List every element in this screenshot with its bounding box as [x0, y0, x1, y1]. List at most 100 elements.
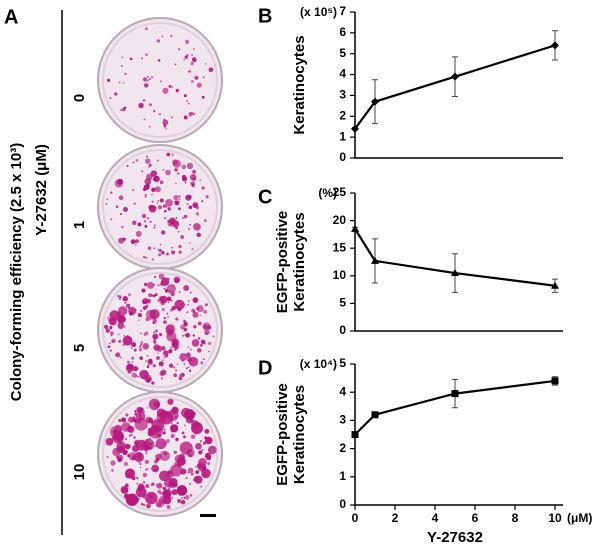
- marker: [551, 41, 559, 50]
- y-tick-label: 5: [339, 46, 346, 60]
- colony: [115, 352, 121, 358]
- colony: [114, 424, 122, 433]
- colony: [187, 357, 192, 362]
- colony: [155, 356, 160, 361]
- colony: [157, 59, 161, 62]
- colony: [105, 437, 114, 446]
- colony: [168, 84, 172, 88]
- colony: [146, 354, 149, 357]
- colony: [170, 346, 173, 349]
- colony: [153, 247, 156, 249]
- colony: [207, 445, 217, 455]
- colony: [188, 205, 193, 210]
- colony: [145, 452, 148, 455]
- colony: [199, 314, 202, 317]
- y-tick-label: 3: [339, 88, 346, 102]
- colony: [195, 466, 197, 468]
- colony: [140, 343, 143, 346]
- colony: [159, 80, 162, 83]
- colony: [160, 377, 163, 380]
- colony: [137, 410, 139, 412]
- colony: [177, 172, 180, 175]
- colony: [144, 449, 148, 453]
- colony: [155, 438, 167, 450]
- colony: [184, 55, 188, 59]
- colony: [184, 181, 187, 184]
- y-axis-label: EGFP-positive: [274, 383, 291, 486]
- colony: [152, 321, 155, 325]
- colony: [135, 239, 139, 244]
- colony: [123, 335, 126, 337]
- colony: [205, 195, 209, 199]
- colony: [159, 198, 164, 203]
- colony: [148, 78, 151, 81]
- colony: [158, 273, 165, 280]
- colony: [145, 158, 151, 164]
- colony: [124, 301, 127, 304]
- colony: [168, 363, 174, 368]
- colony: [156, 482, 163, 489]
- colony: [128, 445, 131, 448]
- colony: [173, 373, 178, 378]
- colony: [150, 170, 158, 177]
- colony: [138, 412, 142, 415]
- colony: [201, 95, 205, 99]
- dish-photo: [97, 17, 223, 143]
- colony: [168, 349, 173, 354]
- colony: [194, 434, 197, 436]
- colony: [124, 443, 131, 450]
- colony: [186, 162, 194, 170]
- colony: [116, 294, 120, 298]
- y-tick-label: 25: [333, 185, 347, 199]
- colony: [158, 113, 162, 116]
- colony: [129, 372, 132, 374]
- colony: [143, 256, 146, 259]
- colony: [148, 125, 151, 128]
- colony: [145, 53, 148, 56]
- colony: [170, 34, 173, 38]
- colony: [160, 230, 166, 235]
- colony: [144, 224, 148, 228]
- colony: [191, 422, 203, 435]
- colony: [189, 223, 191, 226]
- colony: [154, 468, 157, 471]
- colony: [201, 449, 204, 451]
- colony: [139, 463, 142, 466]
- colony: [116, 311, 121, 317]
- x-unit-label: (μM): [567, 511, 592, 525]
- colony: [199, 440, 202, 443]
- colony: [201, 465, 206, 471]
- colony: [149, 309, 160, 320]
- colony: [147, 281, 155, 289]
- colony: [109, 349, 112, 352]
- colony: [166, 312, 169, 315]
- colony: [168, 290, 171, 293]
- colony: [153, 344, 160, 351]
- colony: [127, 454, 131, 458]
- colony: [162, 350, 169, 356]
- marker: [451, 390, 459, 398]
- colony: [187, 227, 190, 230]
- colony: [151, 193, 153, 196]
- colony: [126, 334, 129, 338]
- colony: [125, 303, 131, 308]
- colony: [135, 374, 138, 378]
- y-tick-label: 1: [339, 129, 346, 143]
- colony: [145, 27, 148, 31]
- colony: [183, 328, 188, 332]
- colony: [170, 434, 175, 439]
- colony: [191, 57, 197, 63]
- colony: [191, 339, 200, 347]
- colony: [133, 366, 139, 372]
- dish-rim: [102, 272, 218, 388]
- colony: [195, 442, 202, 450]
- colony: [191, 248, 194, 251]
- colony: [147, 75, 149, 78]
- marker: [451, 72, 459, 81]
- colony: [194, 75, 199, 80]
- colony: [159, 450, 170, 462]
- colony: [161, 251, 165, 255]
- colony: [183, 424, 186, 427]
- colony: [180, 471, 183, 475]
- colony: [196, 348, 202, 353]
